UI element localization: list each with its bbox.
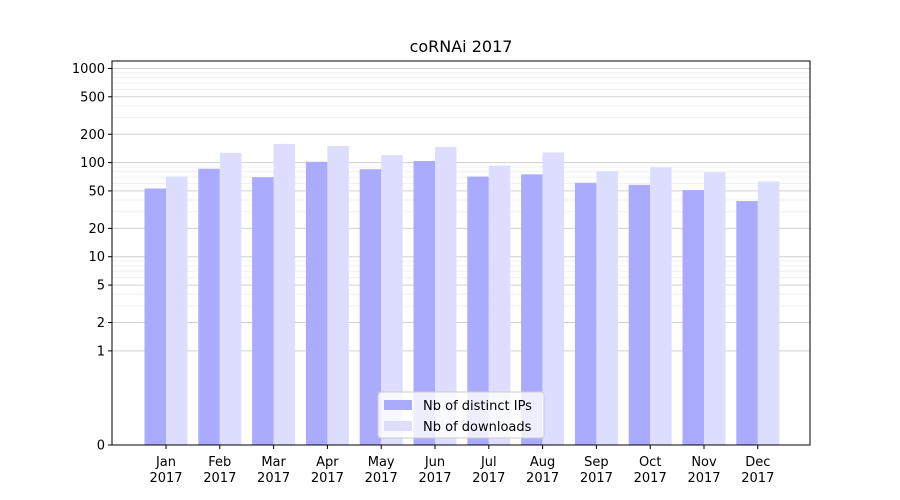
bar-distinct-ips (736, 201, 758, 445)
bar-downloads (219, 152, 242, 445)
x-tick-label: Jul 2017 (472, 455, 505, 486)
legend-swatch (384, 400, 412, 410)
bar-downloads (542, 152, 565, 445)
bar-distinct-ips (252, 177, 274, 446)
y-tick-label: 20 (88, 222, 105, 237)
legend-label: Nb of downloads (423, 420, 532, 435)
x-tick-label: May 2017 (365, 455, 398, 486)
bar-distinct-ips (521, 174, 543, 445)
legend-swatch (384, 421, 412, 431)
bar-downloads (704, 172, 726, 445)
y-tick-label: 50 (88, 184, 105, 199)
chart-title: coRNAi 2017 (410, 37, 513, 56)
bars-layer (144, 143, 780, 446)
bar-downloads (381, 155, 403, 445)
x-tick-label: Feb 2017 (203, 455, 236, 486)
legend: Nb of distinct IPs Nb of downloads (377, 391, 545, 439)
plot-frame (111, 60, 811, 446)
x-tick-label: Jan 2017 (149, 455, 182, 486)
y-tick-label: 200 (80, 128, 105, 143)
y-tick-label: 0 (97, 439, 105, 454)
bar-distinct-ips (198, 168, 220, 445)
y-tick-label: 10 (88, 250, 105, 265)
legend-label: Nb of distinct IPs (423, 399, 532, 414)
bar-distinct-ips (628, 184, 651, 445)
x-tick-label: Nov 2017 (687, 455, 720, 486)
bar-downloads (273, 143, 296, 445)
bar-downloads (327, 146, 349, 445)
bar-downloads (166, 176, 188, 445)
bar-distinct-ips (144, 188, 166, 446)
bar-distinct-ips (413, 160, 435, 445)
y-tick-label: 2 (97, 316, 105, 331)
y-tick-label: 500 (80, 90, 105, 105)
x-tick-label: Apr 2017 (311, 455, 344, 486)
bar-downloads (596, 171, 618, 445)
y-tick-label: 100 (80, 156, 105, 171)
bar-distinct-ips (467, 176, 489, 445)
bar-downloads (488, 165, 511, 445)
bar-distinct-ips (682, 190, 704, 445)
bar-downloads (435, 146, 457, 445)
bar-distinct-ips (305, 161, 328, 445)
legend-box (377, 391, 545, 439)
bar-distinct-ips (359, 169, 382, 445)
x-tick-label: Mar 2017 (257, 455, 290, 486)
x-tick-label: Aug 2017 (526, 455, 559, 486)
x-tick-label: Dec 2017 (741, 455, 774, 486)
x-tick-label: Sep 2017 (580, 455, 613, 486)
y-tick-label: 1 (97, 344, 105, 359)
bar-distinct-ips (574, 182, 597, 445)
x-tick-label: Jun 2017 (418, 455, 451, 486)
x-tick-label: Oct 2017 (634, 455, 667, 486)
y-tick-label: 5 (97, 279, 105, 294)
bar-downloads (650, 167, 672, 446)
axes-layer: 0 1 2 5 10 20 50 100 200 500 1000 Jan 2017 Feb 2017 Mar… (72, 60, 811, 486)
y-tick-label: 1000 (72, 62, 105, 77)
bar-downloads (757, 181, 780, 445)
